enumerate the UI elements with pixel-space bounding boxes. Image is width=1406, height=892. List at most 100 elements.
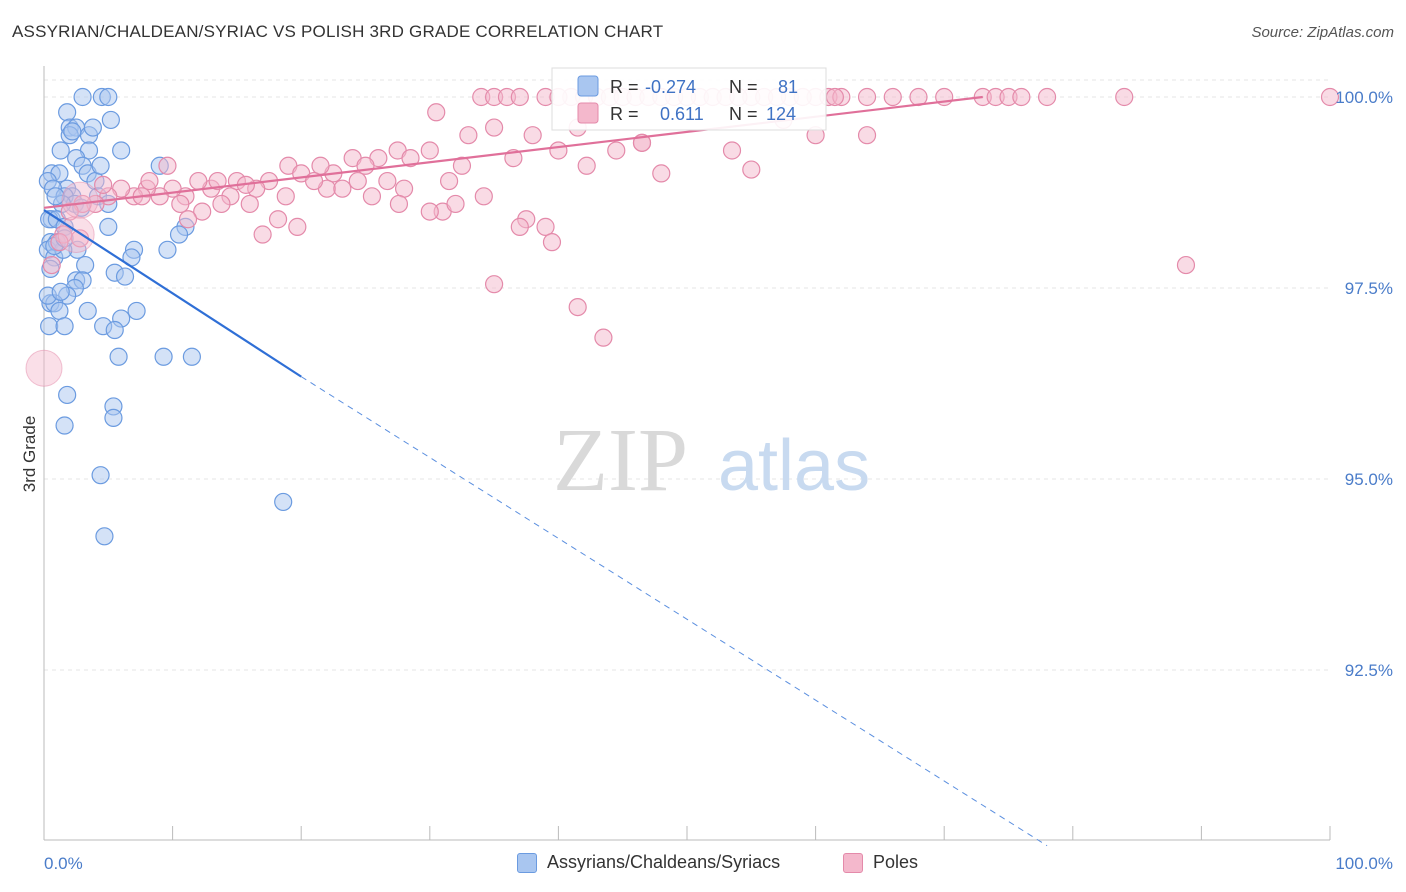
point-poles [394,179,414,198]
point-poles [549,141,568,160]
watermark-atlas: atlas [718,426,870,506]
point-assyrians [274,492,293,512]
point-poles [857,87,877,107]
point-poles [510,217,529,236]
y-tick-label: 100.0% [1335,88,1393,107]
point-assyrians [55,416,74,435]
point-poles [722,141,742,160]
point-poles [536,217,555,236]
point-poles [401,149,420,168]
point-assyrians [83,118,102,137]
point-assyrians [50,301,69,321]
point-poles [189,171,208,191]
point-assyrians [78,301,97,321]
point-poles [439,171,459,191]
point-poles [276,187,295,206]
series-legend: Assyrians/Chaldeans/Syriacs Poles [0,852,1406,878]
point-assyrians [99,217,118,236]
tick-labels: 100.0% 97.5% 95.0% 92.5% 0.0% 100.0% [44,88,1393,873]
point-poles [485,275,504,294]
point-poles [523,126,542,145]
legend-n-value-1: 81 [778,77,798,97]
point-poles [378,171,397,191]
point-poles [1012,87,1031,107]
point-poles [171,194,190,214]
source-credit: Source: ZipAtlas.com [1251,24,1394,41]
grid-lines [44,79,1330,671]
point-poles [510,87,529,107]
point-poles [1115,87,1134,107]
point-assyrians [63,122,82,141]
point-poles [212,194,231,214]
point-poles [389,194,409,214]
point-poles [356,156,375,175]
point-poles [348,171,367,191]
legend-r-label-1: R = [610,77,639,97]
point-assyrians [169,225,189,244]
point-poles [452,156,472,175]
large-point-poles [61,181,99,219]
point-poles [607,141,626,160]
y-tick-label: 97.5% [1345,279,1393,298]
point-assyrians [91,156,110,175]
legend-item-poles[interactable]: Poles [843,852,918,873]
legend-swatch-poles-bottom [843,852,863,873]
point-poles [178,210,198,229]
legend-n-label-1: N = [729,77,758,97]
point-poles [288,217,307,236]
x-tick-label: 100.0% [1335,854,1393,873]
x-tick-label: 0.0% [44,854,83,873]
point-poles [208,171,227,191]
point-assyrians [40,317,59,336]
point-poles [240,194,259,214]
point-assyrians [46,187,65,206]
point-poles [427,103,446,122]
point-assyrians [51,282,70,301]
point-assyrians [58,385,77,405]
point-assyrians [115,267,135,286]
point-assyrians [55,317,74,336]
legend-r-value-2: 0.611 [660,104,704,124]
point-assyrians [91,466,110,485]
point-poles [1176,255,1196,275]
point-poles [94,175,113,194]
point-assyrians [109,347,128,366]
point-poles [742,160,761,179]
trend-line-poles [43,95,983,209]
point-poles [485,118,504,137]
legend-r-value-1: -0.274 [645,77,696,97]
point-assyrians [158,240,177,259]
point-assyrians [112,141,131,160]
legend-r-label-2: R = [610,104,639,124]
point-poles [60,202,79,221]
point-poles [474,187,493,206]
point-poles [459,126,478,145]
legend-n-value-2: 124 [766,104,796,124]
legend-label-poles: Poles [873,852,919,872]
large-point-poles [25,349,63,387]
point-poles [652,164,671,183]
point-poles [158,156,177,175]
watermark-zip: ZIP [553,411,688,510]
point-assyrians [105,320,124,340]
point-assyrians [127,301,146,321]
legend-swatch-assyrians-bottom [517,852,537,873]
point-assyrians [95,527,114,546]
point-poles [1037,87,1057,107]
legend-item-assyrians[interactable]: Assyrians/Chaldeans/Syriacs [517,852,780,873]
legend-swatch-assyrians [577,75,599,97]
point-assyrians [51,141,70,160]
watermark: ZIP atlas [553,411,870,510]
point-poles [825,87,844,107]
point-poles [857,126,877,145]
point-assyrians [99,87,118,107]
point-poles [542,233,562,252]
y-tick-label: 95.0% [1345,470,1393,489]
legend-label-assyrians: Assyrians/Chaldeans/Syriacs [547,852,781,872]
point-assyrians [104,408,123,427]
point-poles [1320,87,1340,107]
point-poles [446,194,465,214]
stats-legend: R = -0.274 N = 81 R = 0.611 N = 124 [551,67,827,131]
axes [43,66,1331,841]
